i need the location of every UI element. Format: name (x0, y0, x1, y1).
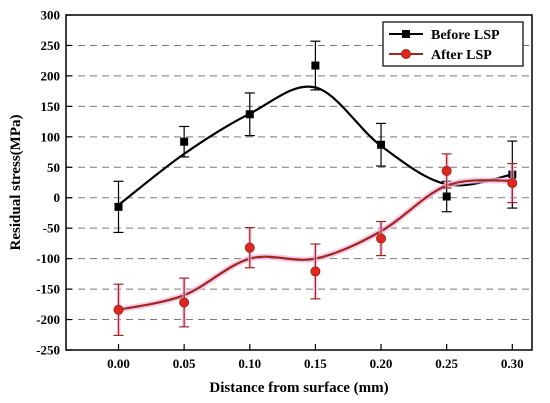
data-point (441, 165, 452, 176)
series-layer (113, 40, 518, 336)
x-tick-label: 0.30 (501, 356, 524, 371)
y-tick-label: -100 (36, 251, 60, 266)
legend-marker-before-lsp (402, 30, 410, 38)
data-point (311, 61, 320, 70)
y-tick-label: -150 (36, 282, 60, 297)
series-line (117, 85, 513, 206)
y-tick-label: 50 (47, 160, 60, 175)
y-tick-label: 300 (41, 8, 61, 23)
y-axis-title: Residual stress(MPa) (8, 115, 24, 251)
legend: Before LSP After LSP (382, 21, 524, 67)
data-point (113, 304, 124, 315)
y-tick-label: 100 (41, 129, 61, 144)
data-point (376, 233, 387, 244)
y-tick-label: -50 (43, 221, 60, 236)
y-tick-label: 250 (41, 38, 61, 53)
data-point (179, 297, 190, 308)
axis-ticks: -250 -200 -150 -100 -50 0 50 100 150 200 250 300 0.0… (36, 8, 524, 372)
x-tick-label: 0.10 (238, 356, 261, 371)
y-tick-label: 0 (54, 190, 61, 205)
data-point (114, 202, 123, 211)
data-point (507, 178, 518, 189)
x-tick-label: 0.05 (173, 356, 196, 371)
y-tick-label: -200 (36, 312, 60, 327)
y-tick-label: 150 (41, 99, 61, 114)
data-point (244, 242, 255, 253)
y-tick-label: 200 (41, 68, 61, 83)
y-tick-label: -250 (36, 343, 60, 358)
legend-label-before-lsp: Before LSP (431, 28, 500, 43)
legend-marker-after-lsp (401, 49, 411, 59)
x-tick-label: 0.00 (107, 356, 130, 371)
x-axis-title: Distance from surface (mm) (209, 380, 388, 396)
data-point (180, 137, 189, 146)
x-tick-label: 0.15 (304, 356, 327, 371)
data-point (442, 192, 451, 201)
x-tick-label: 0.25 (435, 356, 458, 371)
data-point (310, 266, 321, 277)
data-point (245, 110, 254, 119)
legend-label-after-lsp: After LSP (431, 48, 492, 63)
series-after-lsp (113, 153, 518, 336)
data-point (377, 140, 386, 149)
x-tick-label: 0.20 (370, 356, 393, 371)
plot-frame (65, 14, 533, 351)
